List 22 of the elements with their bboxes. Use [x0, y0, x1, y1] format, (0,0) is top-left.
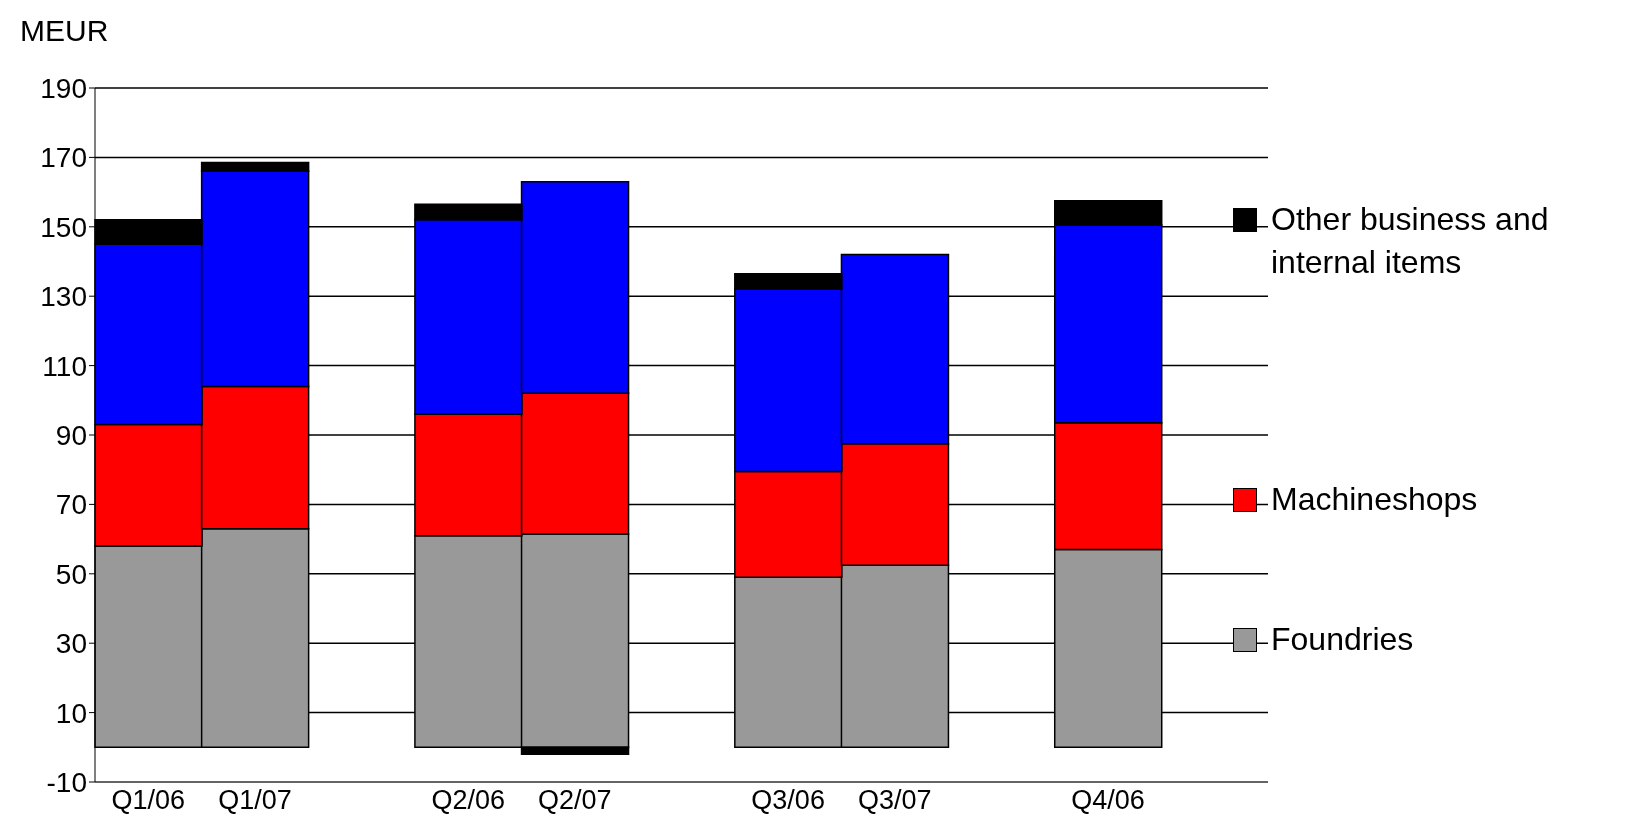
x-tick-label: Q3/06 — [751, 785, 825, 816]
legend-label: Machineshops — [1271, 480, 1478, 519]
y-tick-label: 70 — [55, 489, 87, 521]
y-axis-title: MEUR — [20, 14, 109, 48]
y-tick-label: 90 — [55, 419, 87, 451]
x-tick-label: Q3/07 — [857, 785, 932, 816]
y-tick-label: 190 — [40, 72, 87, 104]
y-tick-label: 150 — [40, 211, 87, 243]
y-tick-label: 110 — [42, 350, 87, 382]
x-tick-label: Q4/06 — [1071, 785, 1145, 816]
x-tick-label: Q2/07 — [538, 785, 612, 816]
y-tick-label: 130 — [40, 281, 87, 313]
x-tick-label: Q1/06 — [111, 785, 186, 816]
legend-label: Other business and internal items — [1271, 200, 1550, 282]
x-tick-label: Q1/07 — [218, 785, 292, 816]
legend-label: Foundries — [1271, 620, 1414, 659]
y-tick-label: -10 — [46, 766, 87, 798]
y-tick-label: 30 — [55, 628, 87, 660]
x-tick-label: Q2/06 — [431, 785, 506, 816]
y-tick-label: 50 — [55, 558, 87, 590]
y-tick-label: 170 — [40, 142, 87, 174]
y-tick-label: 10 — [55, 697, 87, 729]
